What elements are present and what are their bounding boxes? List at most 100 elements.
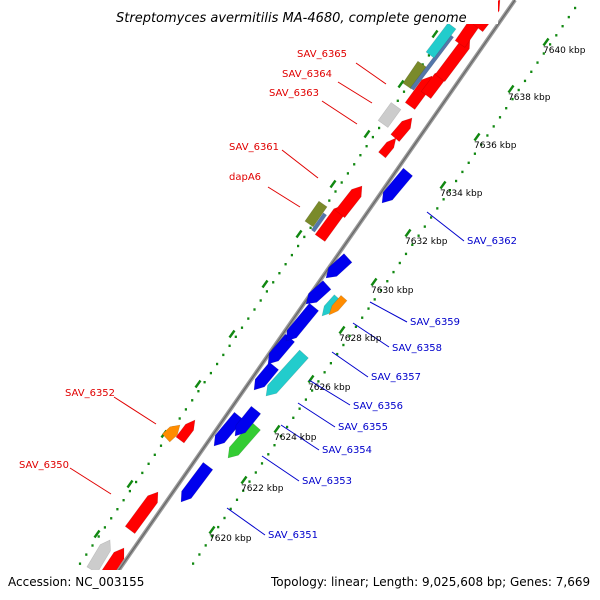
gene-label-reverse: SAV_6354 — [322, 445, 372, 456]
reverse-ruler-dot — [223, 516, 226, 520]
tick-label: 7624 kbp — [274, 433, 317, 443]
reverse-ruler-dot — [348, 334, 351, 338]
reverse-ruler-dot — [398, 261, 401, 265]
reverse-ruler-dot — [436, 207, 439, 210]
reverse-ruler-dot — [480, 143, 483, 146]
forward-ruler-dot — [297, 244, 300, 248]
forward-ruler-dot — [209, 371, 212, 375]
tick-label: 7620 kbp — [209, 534, 252, 544]
gene-reverse — [381, 167, 414, 204]
ruler-tick-mark — [542, 37, 550, 47]
forward-ruler-dot — [346, 172, 349, 175]
reverse-ruler-dot — [336, 352, 339, 356]
feature-cyan — [265, 349, 309, 397]
reverse-ruler-dot — [505, 107, 508, 110]
reverse-ruler-dot — [242, 489, 245, 492]
gene-label-reverse: SAV_6351 — [268, 530, 318, 541]
gene-forward — [378, 137, 397, 159]
reverse-ruler-dot — [210, 535, 213, 538]
feature-slate — [310, 212, 328, 233]
ruler-tick-mark — [329, 179, 337, 189]
ruler-tick-mark — [397, 79, 405, 89]
gene-label-reverse: SAV_6359 — [410, 317, 460, 328]
reverse-ruler-dot — [567, 15, 570, 19]
gene-label-reverse: SAV_6357 — [371, 372, 421, 383]
forward-ruler-dot — [340, 181, 343, 184]
reverse-ruler-dot — [260, 462, 264, 465]
ruler-tick-mark — [208, 525, 216, 535]
reverse-ruler-dot — [549, 43, 552, 46]
gene-label-reverse: SAV_6362 — [467, 236, 517, 247]
forward-ruler-dot — [309, 226, 312, 229]
gene-label-forward: dapA6 — [229, 172, 261, 183]
forward-ruler-dot — [216, 362, 219, 366]
gene-reverse — [213, 411, 245, 447]
reverse-ruler-dot — [229, 507, 232, 511]
ruler-tick-mark — [338, 325, 346, 335]
reverse-ruler-dot — [267, 453, 270, 456]
feature-green — [227, 421, 261, 459]
ruler-tick-mark — [126, 479, 134, 489]
forward-ruler-dot — [290, 253, 293, 257]
leader-line-reverse — [297, 402, 336, 428]
leader-line-reverse — [280, 424, 320, 451]
forward-ruler-dot — [141, 471, 144, 475]
reverse-ruler-dot — [298, 407, 301, 410]
forward-ruler-dot — [253, 308, 256, 311]
forward-ruler-dot — [378, 126, 381, 130]
reverse-ruler-dot — [292, 416, 295, 419]
accession-text: Accession: NC_003155 — [8, 575, 144, 589]
reverse-ruler-dot — [542, 52, 545, 55]
footer-backdrop — [0, 570, 600, 600]
map-title: Streptomyces avermitilis MA-4680, comple… — [116, 11, 467, 26]
leader-line-forward — [69, 467, 112, 495]
reverse-ruler-dot — [498, 116, 502, 119]
reverse-ruler-dot — [373, 298, 376, 301]
reverse-ruler-dot — [461, 170, 464, 174]
ruler-tick-mark — [431, 29, 439, 39]
reverse-ruler-dot — [473, 152, 476, 155]
gene-label-forward: SAV_6363 — [269, 88, 319, 99]
gene-reverse — [180, 461, 214, 503]
tick-label: 7626 kbp — [308, 383, 351, 393]
gene-reverse — [305, 280, 332, 305]
ruler-tick-mark — [363, 129, 371, 139]
forward-ruler-dot — [91, 544, 94, 547]
gene-label-reverse: SAV_6356 — [353, 401, 403, 412]
reverse-ruler-dot — [411, 243, 414, 246]
leader-line-reverse — [369, 301, 408, 323]
ruler-tick-mark — [507, 84, 515, 94]
forward-ruler-dot — [191, 399, 194, 402]
gene-label-reverse: SAV_6353 — [302, 476, 352, 487]
tick-label: 7630 kbp — [371, 286, 414, 296]
feature-orange — [161, 424, 181, 443]
forward-ruler-dot — [147, 462, 150, 465]
reverse-ruler-dot — [254, 471, 257, 474]
forward-ruler-dot — [396, 99, 399, 102]
forward-ruler-dot — [228, 344, 231, 347]
forward-ruler-dot — [278, 272, 281, 275]
forward-ruler-dot — [178, 417, 181, 420]
ruler-tick-mark — [295, 229, 303, 239]
reverse-ruler-dot — [342, 343, 345, 347]
reverse-ruler-dot — [523, 79, 527, 83]
gene-forward — [334, 185, 363, 219]
reverse-ruler-dot — [248, 480, 251, 483]
forward-ruler-dot — [272, 281, 275, 284]
reverse-ruler-dot — [204, 544, 207, 547]
reverse-ruler-dot — [492, 125, 495, 128]
reverse-ruler-dot — [517, 88, 520, 92]
reverse-ruler-dot — [430, 216, 433, 219]
genome-axis — [96, 0, 517, 600]
forward-ruler-dot — [328, 199, 331, 202]
summary-text: Topology: linear; Length: 9,025,608 bp; … — [270, 575, 590, 589]
reverse-ruler-dot — [367, 307, 370, 310]
forward-ruler-dot — [184, 408, 187, 411]
ruler-tick-mark — [261, 279, 269, 289]
leader-line-reverse — [352, 322, 390, 348]
reverse-ruler-dot — [323, 371, 326, 374]
gene-labels: SAV_6365 SAV_6364 SAV_6363 SAV_6361 dapA6 SAV… — [19, 49, 517, 541]
forward-ruler-dot — [159, 444, 163, 447]
reverse-ruler-dot — [555, 34, 558, 37]
